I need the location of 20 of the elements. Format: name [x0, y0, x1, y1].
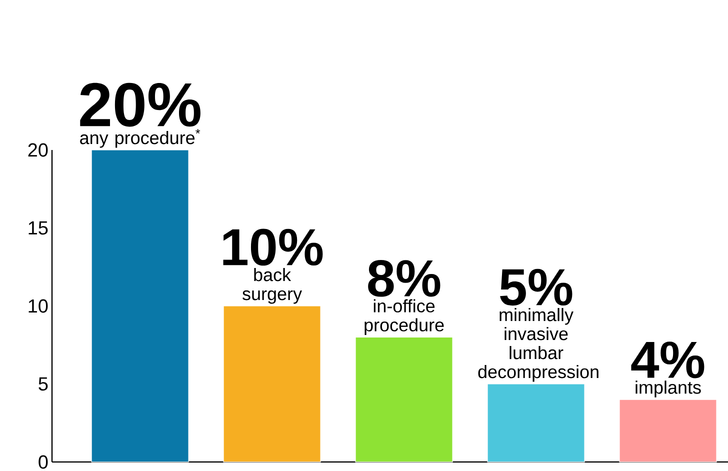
x-tick-label: in-office procedure: [364, 299, 444, 335]
x-tick-label: back surgery: [242, 268, 302, 304]
x-tick-label: any procedure$^{*}$: [80, 129, 200, 148]
bar: [619, 399, 717, 462]
x-tick-label: implants: [636, 380, 701, 398]
data-label: 8%: [368, 260, 440, 297]
y-tick-label: 0: [38, 455, 48, 469]
y-tick-label: 10: [28, 299, 48, 313]
y-tick-label: 15: [28, 221, 48, 235]
bar: [355, 336, 453, 462]
bar: [487, 384, 585, 462]
data-label: 4%: [631, 342, 704, 378]
bar: [91, 150, 189, 462]
y-tick-label: 20: [28, 143, 48, 157]
data-label: 5%: [500, 268, 572, 306]
bar: [223, 306, 321, 462]
y-tick-label: 5: [38, 377, 48, 391]
x-tick-label: minimally invasive lumbar decompression: [478, 308, 598, 382]
data-label: 10%: [223, 228, 323, 266]
data-label: 20%: [80, 82, 200, 127]
